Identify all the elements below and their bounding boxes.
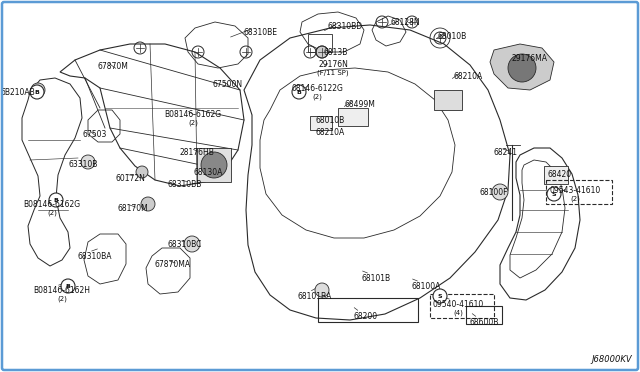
Text: 67500N: 67500N [213,80,243,89]
Circle shape [31,83,45,97]
Text: 68010B: 68010B [316,116,344,125]
Text: 68420: 68420 [548,170,572,179]
Text: B: B [65,283,70,289]
Text: 68310BD: 68310BD [328,22,363,31]
Text: (2): (2) [188,119,198,125]
Bar [546,180,612,204]
Text: (F/11 SP): (F/11 SP) [317,69,349,76]
Bar [308,34,332,52]
Circle shape [315,283,329,297]
Text: 68101BA: 68101BA [298,292,332,301]
Text: 67870MA: 67870MA [155,260,191,269]
Text: 68100A: 68100A [412,282,441,291]
Text: (4): (4) [453,309,463,315]
Bar [466,306,502,324]
Text: 68170M: 68170M [118,204,148,213]
Text: 63310B: 63310B [68,160,98,169]
Text: 68130A: 68130A [193,168,223,177]
Bar [197,148,231,182]
Text: (2): (2) [312,93,322,99]
Text: B08146-6162G: B08146-6162G [164,110,221,119]
Text: 68499M: 68499M [344,100,376,109]
Bar [318,298,418,322]
Text: B: B [35,90,40,94]
Circle shape [184,236,200,252]
Text: (2): (2) [570,195,580,202]
Text: 6813B: 6813B [324,48,348,57]
Circle shape [433,289,447,303]
Text: S: S [552,192,556,196]
Circle shape [49,193,63,207]
Text: 67503: 67503 [83,130,107,139]
Bar [434,90,462,110]
Text: 29176N: 29176N [318,60,348,69]
Text: 68128N: 68128N [390,18,420,27]
Text: B: B [54,198,58,202]
Text: 68010B: 68010B [437,32,467,41]
Text: B08146-6162G: B08146-6162G [24,200,81,209]
Circle shape [492,184,508,200]
Text: B08146-6162H: B08146-6162H [33,286,90,295]
Text: 68100F: 68100F [480,188,508,197]
Text: 67870M: 67870M [97,62,129,71]
Text: B: B [296,90,301,94]
Text: 29176MA: 29176MA [512,54,548,63]
Bar [544,166,568,184]
Text: 68600B: 68600B [469,318,499,327]
Text: 68101B: 68101B [362,274,390,283]
Text: 68241: 68241 [494,148,518,157]
Circle shape [136,166,148,178]
Circle shape [316,46,328,58]
Text: 09540-41610: 09540-41610 [433,300,484,309]
Text: 68210A: 68210A [316,128,344,137]
Circle shape [30,85,44,99]
Text: 68310BB: 68310BB [168,180,202,189]
Circle shape [141,197,155,211]
Circle shape [81,155,95,169]
Polygon shape [490,44,554,90]
Circle shape [292,85,306,99]
Text: (2): (2) [57,295,67,301]
Text: J68000KV: J68000KV [591,355,632,364]
Text: S: S [438,294,442,298]
Text: 28176HB: 28176HB [180,148,214,157]
Text: 68310BA: 68310BA [77,252,112,261]
Text: 09543-41610: 09543-41610 [549,186,600,195]
Text: 08146-6122G: 08146-6122G [291,84,343,93]
Text: 68310BE: 68310BE [243,28,277,37]
Text: 6B210AB: 6B210AB [1,88,35,97]
Bar [338,108,368,126]
Text: 68210A: 68210A [453,72,483,81]
Bar [430,294,494,318]
Bar [310,116,332,130]
Circle shape [508,54,536,82]
Circle shape [211,161,225,175]
Text: 60172N: 60172N [115,174,145,183]
Text: (2): (2) [47,209,57,215]
Circle shape [61,279,75,293]
Circle shape [201,152,227,178]
Text: 68200: 68200 [354,312,378,321]
Text: 68310BC: 68310BC [168,240,202,249]
Circle shape [547,187,561,201]
